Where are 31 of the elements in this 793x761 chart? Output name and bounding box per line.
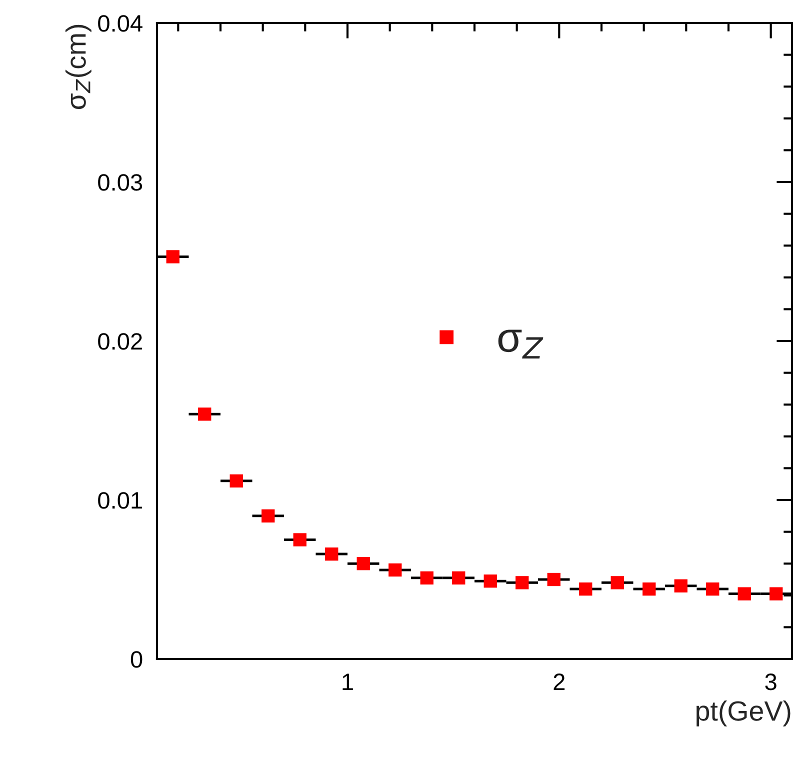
point — [230, 474, 243, 488]
y-axis-title: σ$_{Z}$(cm) — [65, 24, 92, 110]
point — [516, 576, 529, 590]
x-axis-title: pt(GeV) — [696, 700, 790, 726]
point — [706, 582, 720, 596]
y-tick-label: 0.03 — [98, 174, 142, 191]
point — [293, 533, 306, 546]
point — [325, 547, 338, 561]
x-tick-label: 3 — [765, 674, 776, 690]
point — [452, 571, 466, 584]
point — [642, 582, 656, 596]
y-tick-label: 0 — [130, 651, 142, 668]
point — [356, 557, 370, 570]
point — [610, 576, 624, 590]
point — [484, 574, 497, 588]
point — [547, 572, 560, 586]
point — [420, 571, 434, 584]
point — [388, 563, 402, 577]
y-tick-label: 0.01 — [98, 492, 142, 509]
point — [198, 408, 212, 421]
y-tick-label: 0.04 — [98, 15, 142, 32]
point — [579, 582, 592, 596]
y-tick-label: 0.02 — [98, 333, 142, 350]
legend-label: σ$_{Z}$ — [498, 330, 544, 359]
point — [166, 250, 180, 264]
point — [770, 587, 783, 600]
point — [738, 587, 751, 600]
x-tick-label: 2 — [554, 674, 565, 690]
point — [674, 579, 688, 592]
x-tick-label: 1 — [342, 674, 353, 690]
point — [262, 509, 275, 522]
